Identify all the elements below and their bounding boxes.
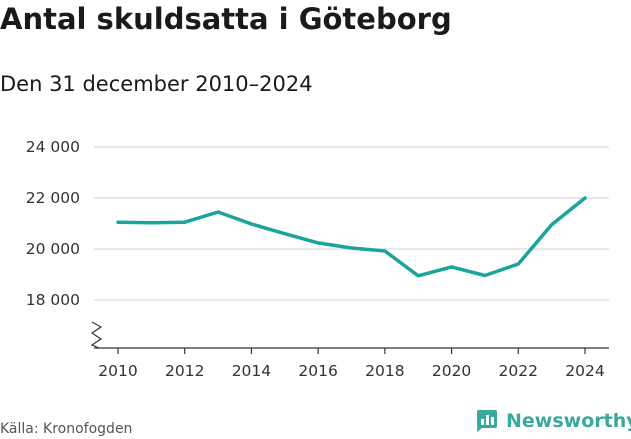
x-axis: 2010 2012 2014 2016 2018 2020 2022 2024 [90,321,609,380]
x-tick-label: 2020 [432,362,471,380]
brand-name: Newsworthy [506,410,631,432]
x-tick-label: 2024 [565,362,604,380]
series-layer [116,196,587,278]
y-tick-label: 22 000 [26,189,80,207]
y-tick-label: 20 000 [26,240,80,258]
data-point [450,265,454,269]
data-point [283,232,287,236]
brand-logo: Newsworthy [476,409,631,433]
data-point [249,222,253,226]
y-tick-label: 24 000 [26,138,80,156]
data-point [350,246,354,250]
data-point [316,241,320,245]
x-tick-label: 2014 [232,362,271,380]
x-tick-label: 2016 [298,362,337,380]
chart-subtitle: Den 31 december 2010–2024 [0,72,313,96]
data-point [183,220,187,224]
x-tick-label: 2022 [499,362,538,380]
data-point [583,196,587,200]
data-point [116,220,120,224]
data-point [516,262,520,266]
newsworthy-icon [477,410,497,432]
data-point [383,249,387,253]
data-point [149,221,153,225]
source-note: Källa: Kronofogden [0,421,133,437]
gridlines: 18 000 20 000 22 000 24 000 [26,138,609,309]
data-point [416,274,420,278]
x-tick-label: 2018 [365,362,404,380]
y-tick-label: 18 000 [26,291,80,309]
series-line [116,196,587,278]
x-tick-label: 2010 [98,362,137,380]
axis-break-mark [90,321,103,349]
data-point [216,210,220,214]
data-point [550,223,554,227]
x-tick-label: 2012 [165,362,204,380]
data-point [483,274,487,278]
chart-title: Antal skuldsatta i Göteborg [0,2,452,36]
